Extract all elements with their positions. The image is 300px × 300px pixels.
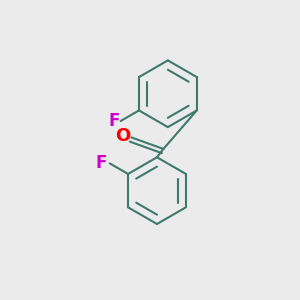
Text: O: O	[115, 127, 130, 145]
Text: F: F	[96, 154, 107, 172]
Text: F: F	[109, 112, 120, 130]
